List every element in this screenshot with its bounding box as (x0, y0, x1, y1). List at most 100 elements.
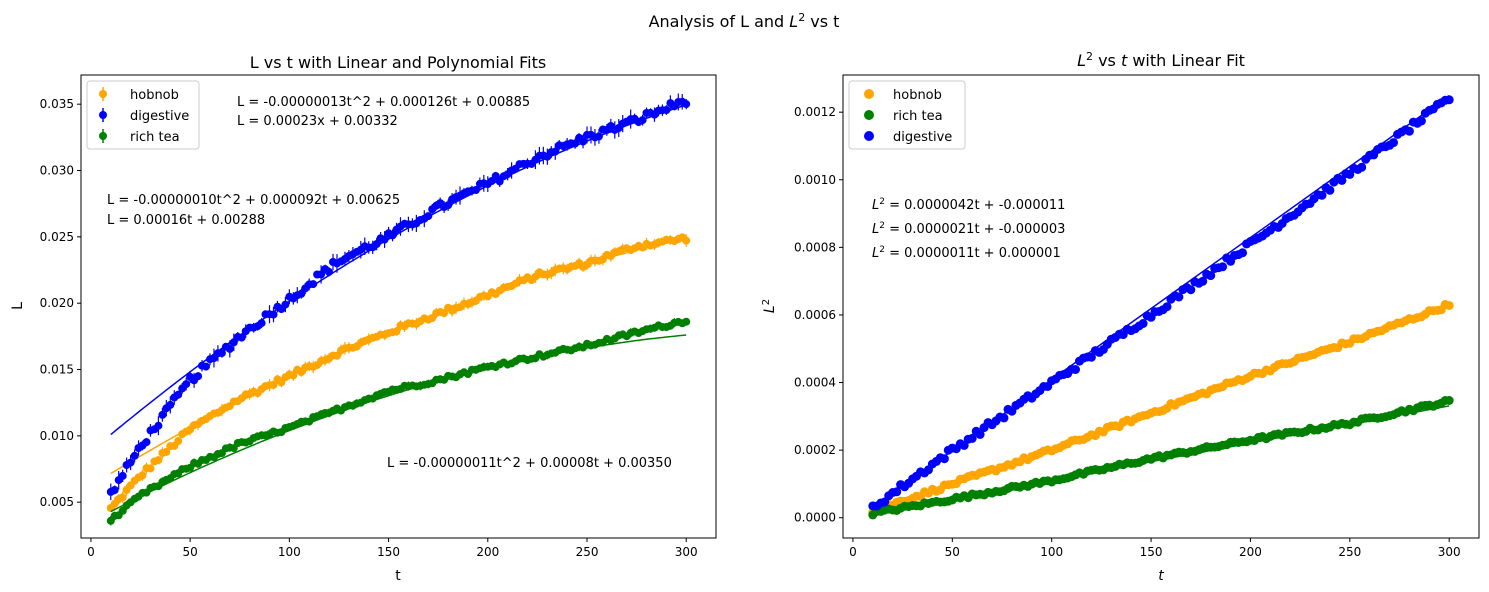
left-y-ticks: 0.005 0.010 0.015 0.020 0.025 0.030 0.035 (40, 97, 81, 509)
right-data-point (1186, 285, 1196, 295)
right-y-tick-label: 0.0002 (794, 443, 836, 457)
left-annotation-hobnob-poly: L = -0.00000010t^2 + 0.000092t + 0.00625 (107, 193, 400, 208)
left-data-point (638, 116, 647, 125)
left-y-tick-label: 0.005 (40, 495, 74, 509)
left-x-tick-label: 250 (576, 545, 599, 559)
left-annotation-richtea-poly: L = -0.00000011t^2 + 0.00008t + 0.00350 (387, 456, 672, 471)
left-data-point (194, 372, 203, 381)
right-y-tick-label: 0.0012 (794, 105, 836, 119)
right-data-point (1071, 365, 1080, 374)
right-data-point (1404, 126, 1414, 136)
right-x-tick-label: 150 (1140, 545, 1163, 559)
left-data-point (269, 380, 278, 389)
left-data-point (257, 319, 266, 328)
right-data-point (1174, 292, 1184, 302)
left-legend-item-digestive: digestive (99, 108, 189, 124)
left-series-digestive (106, 93, 691, 501)
right-y-tick-label: 0.0004 (794, 376, 836, 390)
left-data-point (166, 400, 175, 409)
right-y-tick-label: 0.0010 (794, 173, 836, 187)
left-legend-item-rich-tea: rich tea (99, 129, 180, 145)
left-data-point (182, 380, 191, 389)
right-annotation-hobnob: L2 = 0.0000021t + -0.000003 (872, 221, 1065, 237)
right-x-tick-label: 200 (1239, 545, 1262, 559)
left-data-point (392, 327, 401, 336)
left-data-point (380, 235, 389, 244)
figure-suptitle: Analysis of L and L2 vs t (649, 11, 840, 32)
left-data-point (202, 362, 210, 371)
left-data-point (471, 186, 480, 194)
left-data-point (309, 280, 318, 289)
right-y-ticks: 0.0000 0.0002 0.0004 0.0006 0.0008 0.0010 0.00… (794, 105, 843, 525)
svg-text:hobnob: hobnob (130, 88, 179, 103)
left-data-point (579, 137, 587, 146)
right-data-point (1444, 95, 1454, 105)
right-y-axis-label: L2 (761, 299, 779, 313)
left-chart-title: L vs t with Linear and Polynomial Fits (250, 53, 546, 72)
right-data-point (1416, 116, 1426, 126)
left-annotation-digestive-linear: L = 0.00023x + 0.00332 (237, 114, 398, 129)
left-data-point (388, 231, 397, 240)
right-series-digestive (868, 95, 1454, 511)
right-data-point (939, 454, 949, 464)
left-data-point (571, 139, 580, 148)
right-x-axis-label: t (1158, 568, 1164, 584)
right-legend-item-hobnob: hobnob (864, 88, 942, 103)
left-data-point (154, 421, 163, 430)
left-legend: hobnob digestive rich tea (86, 80, 200, 150)
left-plot-area (106, 93, 691, 526)
left-series-hobnob (106, 233, 691, 512)
left-y-axis-label: L (10, 302, 26, 310)
left-poly-fit-hobnob (110, 238, 687, 475)
left-y-tick-label: 0.020 (40, 296, 74, 310)
left-data-point (126, 458, 135, 467)
left-y-tick-label: 0.025 (40, 230, 74, 244)
left-data-point (138, 471, 147, 480)
right-x-tick-label: 250 (1338, 545, 1361, 559)
left-data-point (662, 106, 671, 114)
right-data-point (1325, 185, 1335, 195)
left-data-point (682, 100, 691, 109)
left-data-point (444, 201, 453, 210)
left-data-point (110, 486, 119, 494)
left-axes-frame (80, 74, 717, 539)
left-annotation-hobnob-linear: L = 0.00016t + 0.00288 (107, 213, 265, 228)
left-series-rich_tea (106, 317, 691, 526)
left-y-tick-label: 0.035 (40, 97, 74, 111)
right-data-point (1389, 138, 1398, 148)
right-series-hobnob (868, 300, 1454, 517)
right-x-tick-label: 0 (849, 545, 857, 559)
right-chart-title: L2 vs t with Linear Fit (1077, 50, 1245, 71)
right-legend-item-rich-tea: rich tea (864, 109, 943, 124)
right-plot-area (868, 95, 1454, 520)
left-data-point (325, 267, 333, 276)
left-data-point (424, 212, 433, 221)
right-x-tick-label: 100 (1040, 545, 1063, 559)
left-poly-fit-digestive (110, 104, 687, 436)
left-annotation-digestive-poly: L = -0.00000013t^2 + 0.000126t + 0.00885 (237, 95, 530, 110)
svg-text:digestive: digestive (130, 109, 189, 124)
right-data-point (1238, 248, 1247, 258)
right-data-point (1218, 262, 1228, 272)
right-data-point (1357, 162, 1367, 172)
left-y-tick-label: 0.030 (40, 164, 74, 178)
left-y-tick-label: 0.015 (40, 363, 74, 377)
right-x-tick-label: 300 (1438, 545, 1461, 559)
right-data-point (1198, 276, 1208, 286)
left-chart: L vs t with Linear and Polynomial Fits 0… (10, 53, 717, 584)
left-x-tick-label: 200 (476, 545, 499, 559)
right-y-tick-label: 0.0000 (794, 511, 836, 525)
right-data-point (1162, 302, 1172, 312)
right-y-tick-label: 0.0008 (794, 240, 836, 254)
left-x-axis-label: t (395, 568, 401, 584)
left-data-point (158, 410, 167, 419)
left-data-point (372, 240, 381, 248)
left-data-point (174, 390, 183, 399)
left-data-point (142, 438, 151, 447)
left-x-tick-label: 50 (183, 545, 198, 559)
right-y-tick-label: 0.0006 (794, 308, 836, 322)
left-x-tick-label: 100 (278, 545, 301, 559)
left-x-ticks: 0 50 100 150 200 250 300 (87, 538, 698, 559)
right-data-point (1086, 352, 1096, 362)
